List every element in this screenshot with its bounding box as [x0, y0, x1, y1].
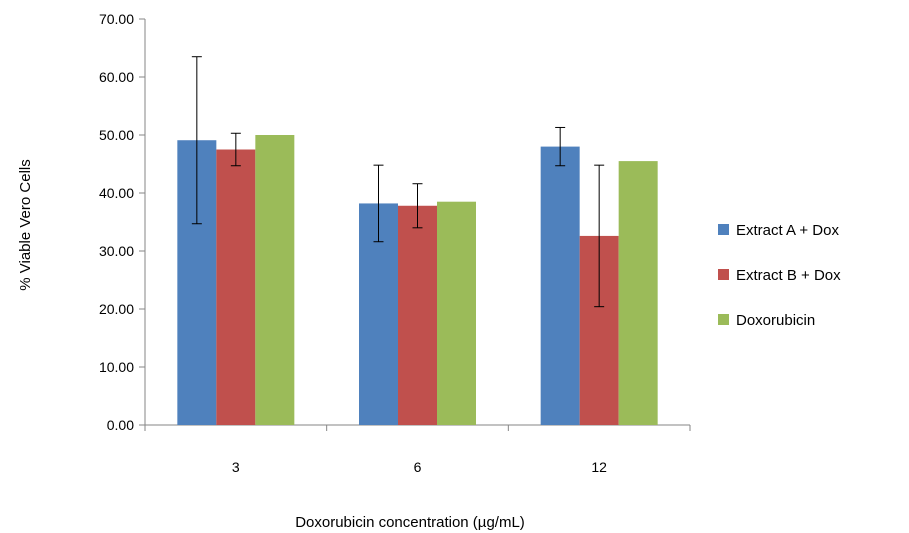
y-tick-label: 30.00	[99, 243, 134, 259]
bars	[177, 135, 658, 425]
bar	[540, 146, 580, 425]
legend-label: Doxorubicin	[736, 312, 815, 329]
legend-swatch	[718, 224, 729, 235]
legend-label: Extract B + Dox	[736, 267, 841, 284]
bar	[255, 135, 295, 425]
bar	[216, 149, 256, 425]
bar	[618, 161, 658, 425]
bar	[437, 201, 476, 425]
error-bars	[191, 56, 605, 308]
y-tick-label: 20.00	[99, 301, 134, 317]
legend: Extract A + Dox Extract B + Dox Doxorubici…	[718, 222, 841, 329]
bar	[398, 205, 437, 425]
x-axis: 3 6 12	[144, 424, 691, 475]
legend-swatch	[718, 314, 729, 325]
x-tick-label: 6	[414, 459, 422, 475]
x-axis-title: Doxorubicin concentration (µg/mL)	[295, 514, 525, 531]
y-tick-label: 50.00	[99, 127, 134, 143]
y-tick-label: 40.00	[99, 185, 134, 201]
y-tick-label: 10.00	[99, 359, 134, 375]
x-tick-label: 12	[591, 459, 607, 475]
y-tick-label: 60.00	[99, 69, 134, 85]
legend-swatch	[718, 269, 729, 280]
y-tick-label: 0.00	[107, 417, 134, 433]
y-tick-label: 70.00	[99, 11, 134, 27]
y-axis-title: % Viable Vero Cells	[17, 159, 34, 290]
y-axis: 0.00 10.00 20.00 30.00 40.00 50.00 60.00 70.00	[99, 11, 146, 433]
x-tick-label: 3	[232, 459, 240, 475]
legend-label: Extract A + Dox	[736, 222, 839, 239]
